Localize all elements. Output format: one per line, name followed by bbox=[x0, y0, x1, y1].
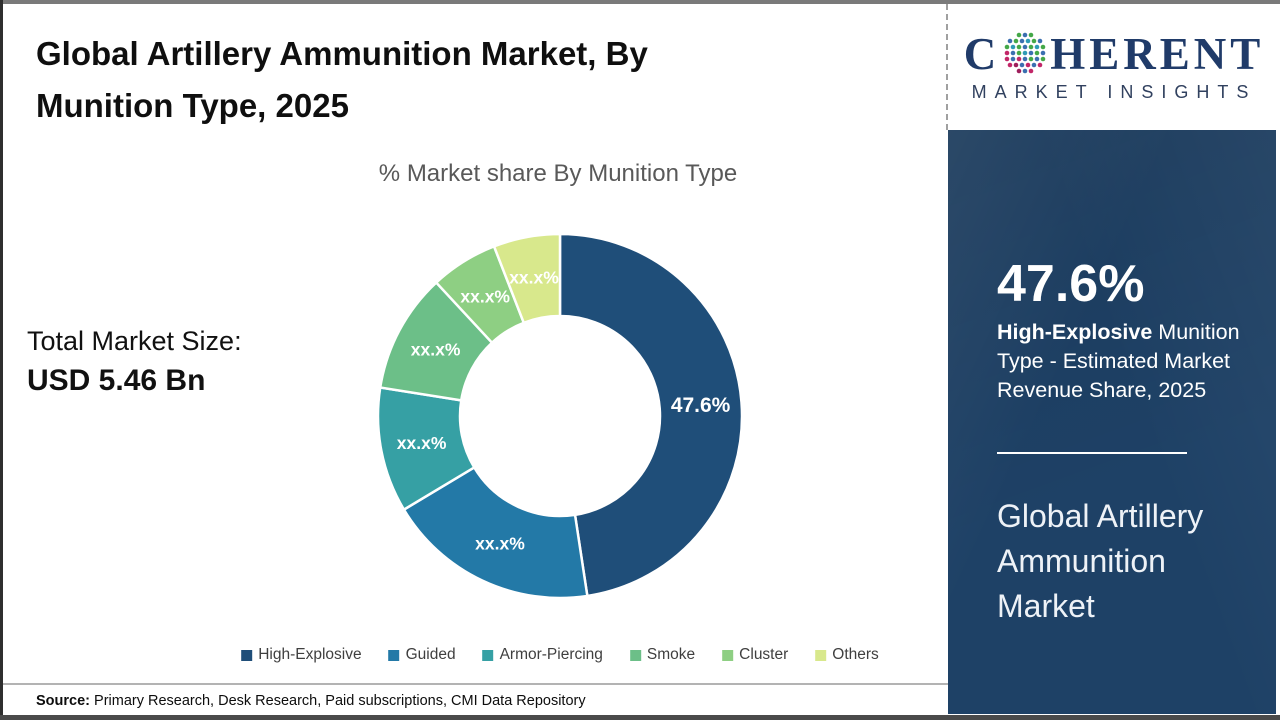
source-divider bbox=[3, 683, 948, 685]
sidebar-report-title: Global Artillery Ammunition Market bbox=[997, 498, 1204, 624]
legend-swatch-icon bbox=[629, 649, 641, 661]
chart-subtitle: % Market share By Munition Type bbox=[378, 160, 738, 187]
source-label: Source: bbox=[36, 693, 90, 709]
slice-value-label: xx.x% bbox=[509, 267, 559, 287]
vertical-dashed-separator bbox=[946, 4, 948, 130]
brand-prefix: C bbox=[963, 28, 1001, 79]
top-border bbox=[0, 0, 1280, 4]
chart-legend: High-Explosive Guided Armor-Piercing Smoke C… bbox=[241, 646, 879, 664]
legend-swatch-icon bbox=[388, 649, 400, 661]
total-market-size: Total Market Size: USD 5.46 Bn bbox=[27, 326, 242, 398]
legend-label: Armor-Piercing bbox=[499, 646, 603, 663]
page-title: Global Artillery Ammunition Market, By M… bbox=[36, 28, 648, 132]
sidebar-stat-rest: Munition Type - Estimated Market Revenue… bbox=[997, 320, 1240, 402]
donut-slice-others bbox=[492, 232, 562, 325]
sidebar-divider bbox=[997, 452, 1187, 454]
slice-value-label: 47.6% bbox=[671, 394, 731, 417]
source-line: Source: Primary Research, Desk Research,… bbox=[36, 693, 586, 709]
legend-swatch-icon bbox=[722, 649, 734, 661]
legend-item-high-explosive: High-Explosive bbox=[241, 646, 362, 664]
sidebar-stat-description: High-Explosive Munition Type - Estimated… bbox=[997, 318, 1253, 405]
page-title-line2: Munition Type, 2025 bbox=[36, 87, 349, 124]
legend-label: Others bbox=[832, 646, 879, 663]
legend-label: High-Explosive bbox=[258, 646, 362, 663]
legend-swatch-icon bbox=[815, 649, 827, 661]
brand-logo: C HERENT MARKET INSIGHTS bbox=[948, 4, 1280, 130]
legend-label: Cluster bbox=[739, 646, 789, 663]
legend-item-smoke: Smoke bbox=[629, 646, 696, 664]
sidebar-stat-bold: High-Explosive bbox=[997, 320, 1153, 344]
total-market-label: Total Market Size: bbox=[27, 326, 242, 356]
legend-item-armor-piercing: Armor-Piercing bbox=[482, 646, 603, 664]
left-border bbox=[0, 0, 3, 720]
dot-globe-icon bbox=[1004, 32, 1046, 74]
donut-chart: 47.6%xx.x%xx.x%xx.x%xx.x%xx.x% bbox=[376, 232, 744, 600]
legend-item-others: Others bbox=[815, 646, 879, 664]
brand-suffix: HERENT bbox=[1050, 28, 1265, 79]
bottom-border bbox=[0, 715, 1280, 720]
source-text: Primary Research, Desk Research, Paid su… bbox=[90, 693, 586, 709]
legend-label: Smoke bbox=[646, 646, 696, 663]
page-title-line1: Global Artillery Ammunition Market, By bbox=[36, 35, 648, 72]
slice-value-label: xx.x% bbox=[460, 286, 510, 306]
slice-value-label: xx.x% bbox=[475, 534, 525, 554]
legend-swatch-icon bbox=[482, 649, 494, 661]
legend-swatch-icon bbox=[241, 649, 253, 661]
brand-wordmark: C HERENT bbox=[964, 31, 1265, 77]
legend-item-guided: Guided bbox=[388, 646, 456, 664]
sidebar-stat-value: 47.6% bbox=[997, 255, 1145, 313]
donut-slice-high-explosive bbox=[558, 232, 744, 598]
slice-value-label: xx.x% bbox=[397, 433, 447, 453]
legend-item-cluster: Cluster bbox=[722, 646, 788, 664]
slice-value-label: xx.x% bbox=[411, 340, 461, 360]
total-market-value: USD 5.46 Bn bbox=[27, 364, 206, 397]
donut-slice-guided bbox=[402, 466, 589, 600]
legend-label: Guided bbox=[405, 646, 456, 663]
sidebar-panel: 47.6% High-Explosive Munition Type - Est… bbox=[948, 130, 1276, 714]
brand-tagline: MARKET INSIGHTS bbox=[971, 82, 1257, 102]
